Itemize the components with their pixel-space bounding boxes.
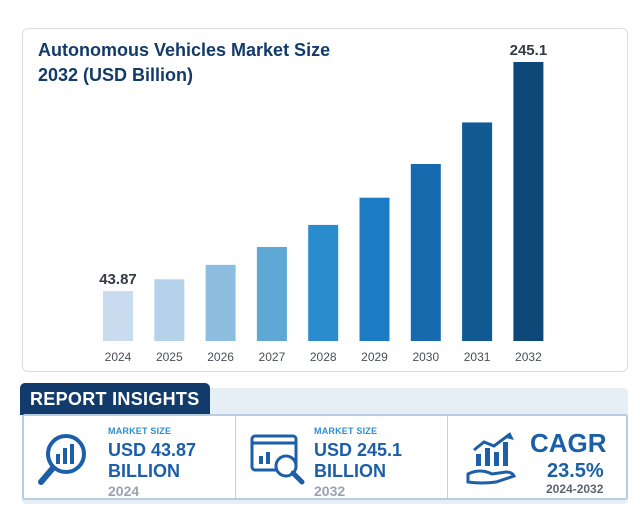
panel-unit: BILLION bbox=[314, 461, 386, 481]
bar-2031 bbox=[462, 122, 493, 341]
hand-growth-chart-icon bbox=[466, 432, 517, 485]
x-tick-label: 2029 bbox=[361, 350, 388, 364]
panel-label: MARKET SIZE bbox=[314, 426, 378, 436]
insights-tab: REPORT INSIGHTS bbox=[20, 383, 210, 415]
panel-year: 2024 bbox=[108, 483, 140, 499]
bar-2024 bbox=[103, 291, 133, 341]
cagr-label: CAGR bbox=[530, 428, 607, 458]
market-size-2024-panel: MARKET SIZE USD 43.87 BILLION 2024 bbox=[24, 416, 236, 499]
chart-title: Autonomous Vehicles Market Size 2032 (US… bbox=[38, 40, 331, 85]
magnifier-chart-icon bbox=[38, 434, 86, 485]
x-tick-label: 2026 bbox=[207, 350, 234, 364]
x-tick-label: 2024 bbox=[105, 350, 132, 364]
x-tick-label: 2028 bbox=[310, 350, 337, 364]
bar-2030 bbox=[410, 163, 441, 341]
x-tick-label: 2025 bbox=[156, 350, 183, 364]
bar-2027 bbox=[256, 246, 287, 341]
cagr-value: 23.5% bbox=[547, 460, 604, 482]
bar-2029 bbox=[359, 197, 390, 341]
x-tick-label: 2032 bbox=[515, 350, 542, 364]
cagr-period: 2024-2032 bbox=[546, 482, 604, 496]
market-size-2032-panel: MARKET SIZE USD 245.1 BILLION 2032 bbox=[236, 416, 448, 499]
bar-2025 bbox=[154, 279, 185, 341]
data-label: 43.87 bbox=[99, 271, 137, 288]
x-tick-label: 2031 bbox=[464, 350, 491, 364]
bar-2028 bbox=[308, 224, 339, 341]
panel-label: MARKET SIZE bbox=[108, 426, 172, 436]
browser-analytics-icon bbox=[250, 434, 305, 485]
x-tick-label: 2027 bbox=[259, 350, 286, 364]
cagr-panel: CAGR 23.5% 2024-2032 bbox=[448, 416, 626, 498]
panel-value: USD 43.87 bbox=[108, 440, 197, 460]
insights-box: MARKET SIZE USD 43.87 BILLION 2024 MARKE… bbox=[22, 414, 628, 500]
panel-value: USD 245.1 bbox=[314, 440, 403, 460]
x-tick-label: 2030 bbox=[412, 350, 439, 364]
bar-chart: 2024 43.87 2025 2026 2027 2028 2029 2030 2031 203… bbox=[99, 42, 548, 364]
data-label: 245.1 bbox=[510, 42, 548, 59]
panel-unit: BILLION bbox=[108, 461, 180, 481]
bar-2032 bbox=[513, 62, 544, 341]
bar-2026 bbox=[205, 264, 236, 341]
panel-year: 2032 bbox=[314, 483, 346, 499]
